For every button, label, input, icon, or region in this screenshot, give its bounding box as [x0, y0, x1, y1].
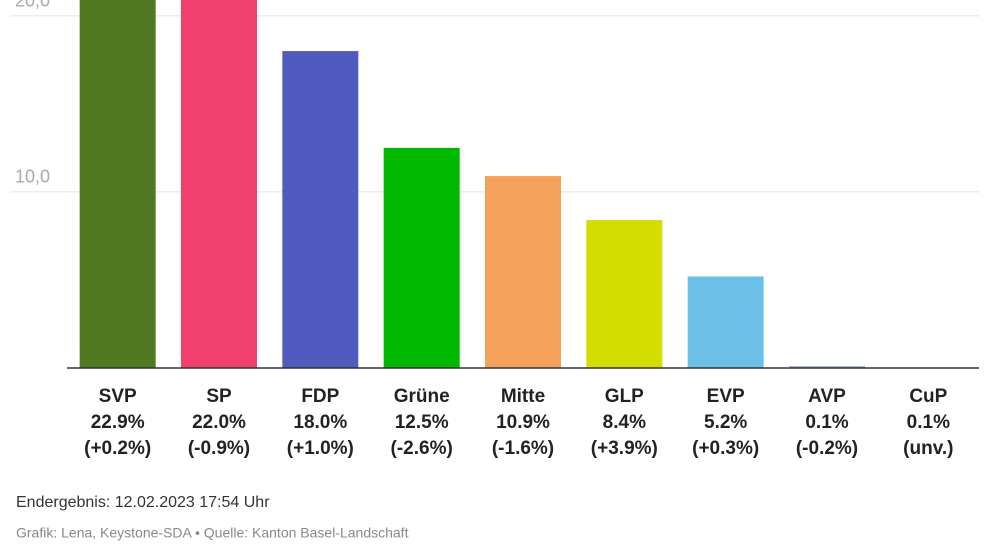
value-label: 22.0% [192, 412, 246, 433]
x-tick-label: GLP [605, 386, 644, 407]
change-label: (-1.6%) [492, 438, 554, 459]
bar [586, 220, 663, 368]
value-label: 0.1% [805, 412, 848, 433]
value-label: 8.4% [603, 412, 646, 433]
value-label: 12.5% [395, 412, 449, 433]
change-label: (+3.9%) [591, 438, 658, 459]
bar [383, 147, 460, 368]
x-tick-label: Mitte [501, 386, 545, 407]
bar [890, 366, 967, 368]
x-tick-label: SVP [99, 386, 137, 407]
value-label: 0.1% [907, 412, 950, 433]
value-label: 10.9% [496, 412, 550, 433]
change-label: (-2.6%) [391, 438, 453, 459]
value-label: 5.2% [704, 412, 747, 433]
change-label: (+0.2%) [84, 438, 151, 459]
x-tick-label: AVP [808, 386, 846, 407]
change-label: (+1.0%) [287, 438, 354, 459]
change-label: (-0.9%) [188, 438, 250, 459]
x-tick-label: Grüne [394, 386, 450, 407]
change-label: (-0.2%) [796, 438, 858, 459]
bar [181, 0, 257, 368]
change-label: (unv.) [903, 438, 953, 459]
change-label: (+0.3%) [692, 438, 759, 459]
footer: Endergebnis: 12.02.2023 17:54 Uhr [16, 494, 270, 511]
y-tick-label: 10,0 [15, 167, 50, 187]
value-label: 22.9% [91, 412, 145, 433]
y-tick-label: 20,0 [15, 0, 50, 11]
source: Grafik: Lena, Keystone-SDA • Quelle: Kan… [16, 525, 409, 541]
x-tick-label: SP [206, 386, 232, 407]
bar [789, 366, 865, 368]
bar [485, 176, 561, 368]
bar [79, 0, 156, 368]
x-tick-label: EVP [707, 386, 745, 407]
bar [282, 51, 359, 368]
x-tick-label: FDP [301, 386, 339, 407]
bar [687, 276, 764, 368]
value-label: 18.0% [293, 412, 347, 433]
x-tick-label: CuP [909, 386, 947, 407]
